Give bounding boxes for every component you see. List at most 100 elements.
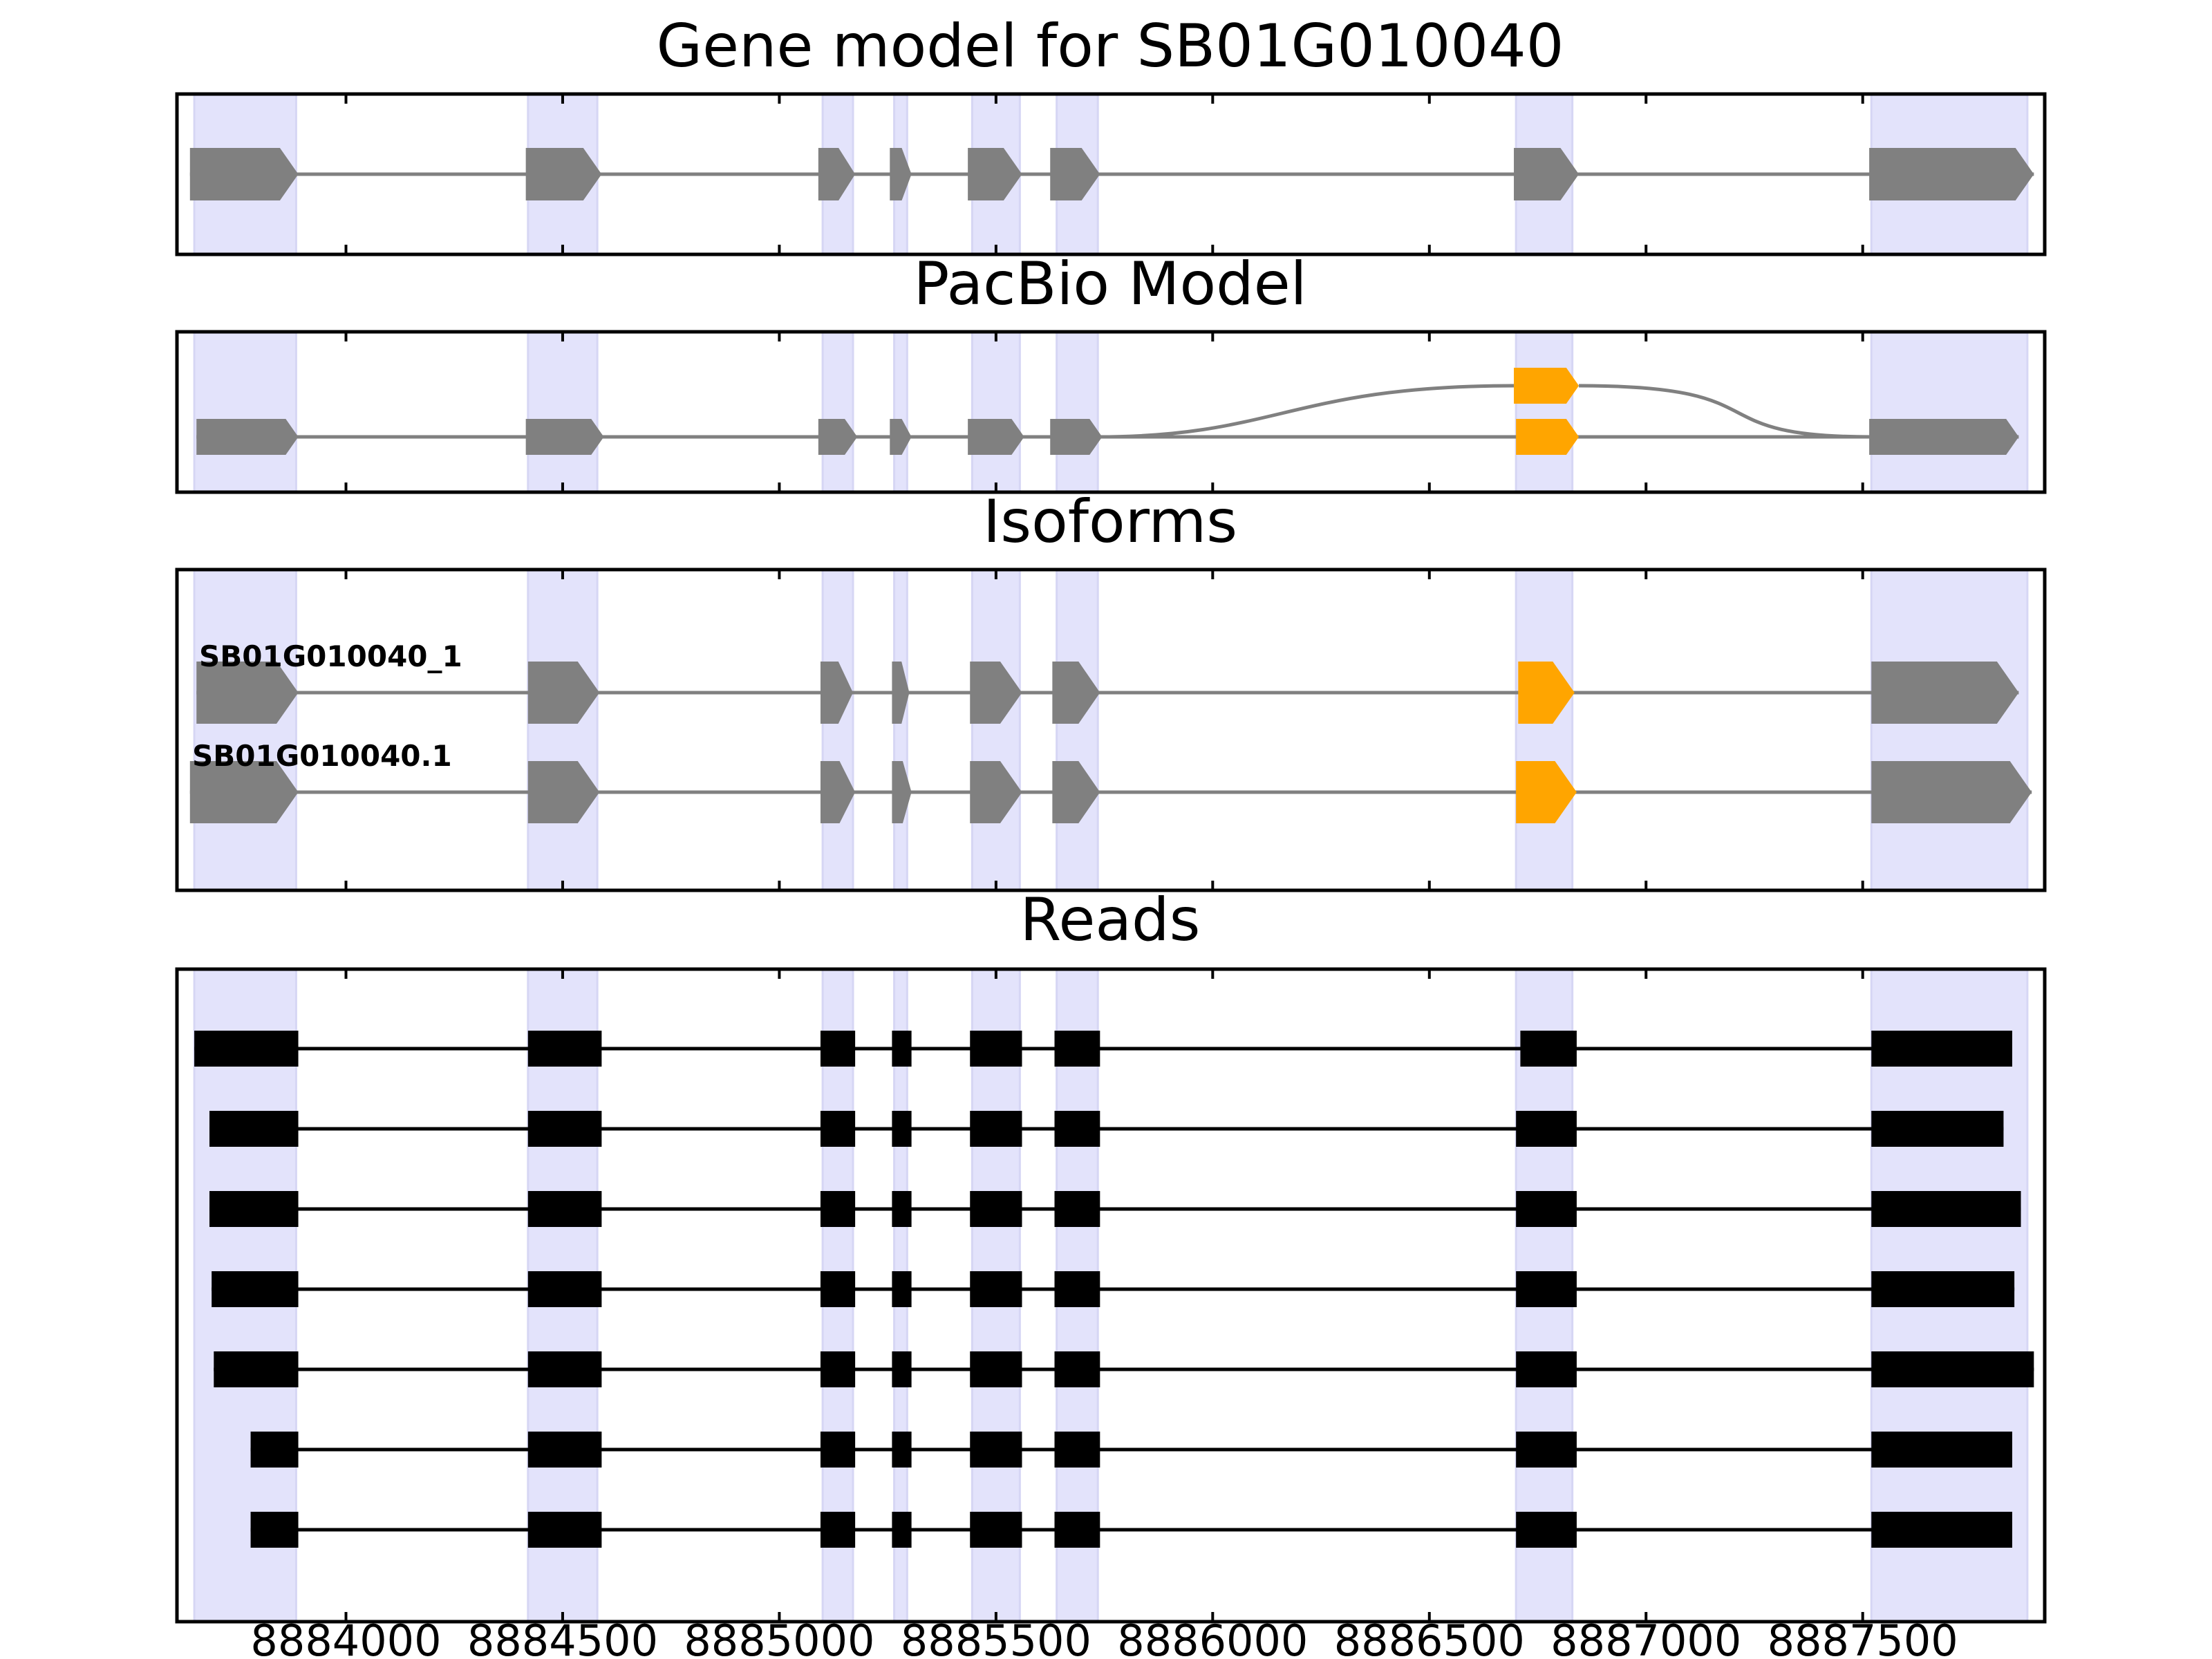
exon-block — [527, 662, 600, 724]
exon-block — [1052, 662, 1100, 724]
read-block — [970, 1351, 1022, 1387]
x-tick-label: 8887000 — [1550, 1615, 1741, 1659]
read-block — [1516, 1512, 1577, 1548]
exon-region-shade — [1870, 330, 2029, 494]
read-block — [892, 1512, 912, 1548]
read-block — [892, 1271, 912, 1307]
panel-title-isoforms: Isoforms — [983, 487, 1237, 556]
alt-splice-arc — [1579, 384, 1872, 439]
read-block — [820, 1031, 856, 1067]
exon-block — [1871, 761, 2032, 823]
read-block — [527, 1271, 602, 1307]
exon-block — [1514, 148, 1580, 200]
exon-block — [1050, 419, 1103, 455]
read-block — [1516, 1191, 1577, 1227]
read-block — [820, 1351, 856, 1387]
exon-block — [890, 419, 912, 455]
read-block — [970, 1031, 1022, 1067]
alt-splice-arc — [1098, 384, 1515, 439]
exon-block — [970, 761, 1022, 823]
exon-region-shade — [821, 568, 854, 892]
exon-block — [892, 662, 910, 724]
exon-block — [968, 148, 1022, 200]
read-block — [1516, 1432, 1577, 1468]
panel-frame — [175, 568, 2047, 892]
read-block — [209, 1191, 299, 1227]
exon-region-shade — [893, 568, 908, 892]
read-block — [1871, 1271, 2015, 1307]
exon-block — [1869, 148, 2034, 200]
alternative-exon — [1516, 419, 1580, 455]
exon-block — [892, 761, 912, 823]
panel-title-reads: Reads — [1020, 885, 1201, 955]
exon-region-shade — [1056, 330, 1099, 494]
read-block — [892, 1191, 912, 1227]
alternative-exon — [1518, 662, 1575, 724]
exon-region-shade — [821, 330, 854, 494]
read-block — [527, 1111, 602, 1147]
isoform-label-2: SB01G010040.1 — [192, 739, 452, 773]
exon-region-shade — [527, 568, 599, 892]
read-block — [527, 1512, 602, 1548]
exon-block — [970, 662, 1022, 724]
read-block — [970, 1191, 1022, 1227]
read-block — [194, 1031, 299, 1067]
exon-block — [818, 419, 858, 455]
read-block — [1871, 1111, 2004, 1147]
x-tick-label: 8884000 — [250, 1615, 441, 1659]
exon-block — [525, 148, 602, 200]
read-block — [1054, 1271, 1100, 1307]
exon-region-shade — [193, 568, 297, 892]
read-block — [1871, 1512, 2012, 1548]
panel-title-pacbio-model: PacBio Model — [913, 250, 1306, 319]
exon-block — [196, 662, 299, 724]
alternative-exon — [1516, 761, 1577, 823]
x-tick-label: 8887500 — [1768, 1615, 1958, 1659]
exon-block — [820, 662, 853, 724]
read-block — [892, 1351, 912, 1387]
read-block — [1054, 1351, 1100, 1387]
exon-block — [525, 419, 604, 455]
read-block — [250, 1432, 299, 1468]
exon-block — [196, 419, 299, 455]
exon-region-shade — [527, 330, 599, 494]
read-block — [1054, 1512, 1100, 1548]
read-block — [527, 1191, 602, 1227]
read-block — [527, 1031, 602, 1067]
exon-block — [1052, 761, 1100, 823]
read-block — [970, 1432, 1022, 1468]
panel-frame — [175, 330, 2047, 494]
x-tick-label: 8886500 — [1334, 1615, 1525, 1659]
read-block — [820, 1432, 856, 1468]
read-block — [1516, 1351, 1577, 1387]
exon-region-shade — [1056, 568, 1099, 892]
exon-region-shade — [971, 330, 1021, 494]
read-block — [1520, 1031, 1577, 1067]
read-block — [1516, 1271, 1577, 1307]
exon-region-shade — [1515, 568, 1574, 892]
read-block — [212, 1271, 299, 1307]
read-block — [1871, 1351, 2034, 1387]
read-block — [250, 1512, 299, 1548]
exon-block — [189, 148, 299, 200]
read-block — [970, 1512, 1022, 1548]
exon-region-shade — [893, 330, 908, 494]
exon-block — [527, 761, 600, 823]
read-block — [1871, 1191, 2021, 1227]
read-block — [527, 1351, 602, 1387]
read-block — [892, 1031, 912, 1067]
read-block — [1871, 1432, 2012, 1468]
read-block — [1054, 1191, 1100, 1227]
exon-block — [968, 419, 1024, 455]
read-block — [892, 1432, 912, 1468]
read-block — [1516, 1111, 1577, 1147]
isoform-label-1: SB01G010040_1 — [199, 639, 462, 673]
exon-region-shade — [1870, 568, 2029, 892]
x-tick-label: 8885500 — [901, 1615, 1091, 1659]
read-block — [1054, 1432, 1100, 1468]
plot-layer — [175, 92, 2047, 1624]
read-block — [892, 1111, 912, 1147]
x-axis-tick-labels: 8884000 8884500 8885000 8885500 8886000 … — [250, 1615, 1958, 1659]
